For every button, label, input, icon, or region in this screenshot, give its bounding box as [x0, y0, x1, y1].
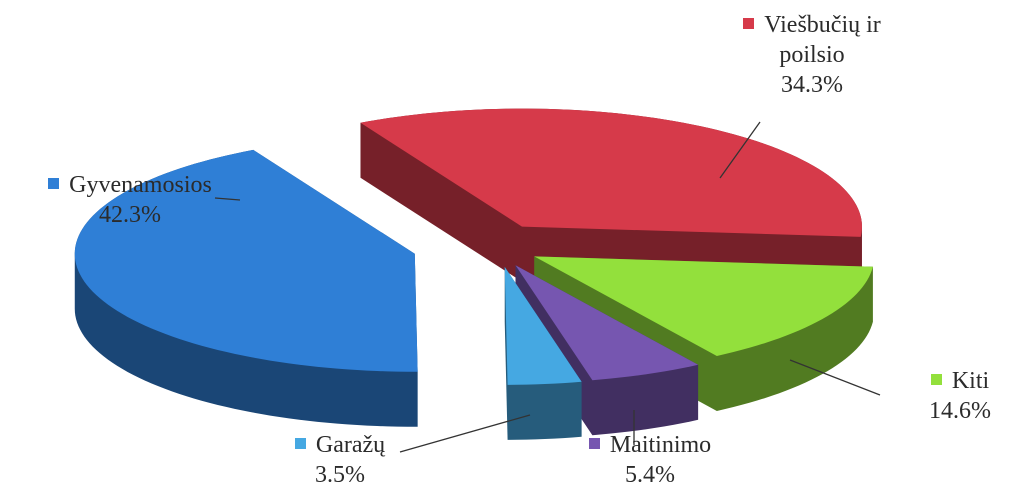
slice	[534, 256, 873, 356]
slice-value: 14.6%	[929, 398, 991, 424]
slice-value: 5.4%	[625, 462, 675, 488]
slice-label: Viešbučių ir poilsio 34.3%	[737, 10, 887, 100]
slice	[360, 108, 862, 237]
slice-value: 3.5%	[315, 462, 365, 488]
legend-swatch	[588, 438, 600, 449]
legend-swatch	[743, 18, 755, 29]
slice-title: Maitinimo	[540, 430, 760, 460]
slice-label: Maitinimo 5.4%	[540, 430, 760, 490]
slice-name: Maitinimo	[609, 432, 712, 458]
legend-swatch	[294, 438, 306, 449]
legend-swatch	[930, 374, 942, 385]
leader-line	[719, 121, 761, 179]
slice-name: Garažų	[315, 432, 386, 458]
slice-name: Kiti	[951, 368, 990, 394]
slice-label: Gyvenamosios 42.3%	[10, 170, 250, 230]
slice	[504, 266, 582, 385]
slice-name: Gyvenamosios	[69, 172, 212, 198]
leader-line	[399, 414, 531, 453]
slice	[74, 149, 418, 372]
slice-title: Kiti	[900, 366, 1010, 396]
slice-value: 34.3%	[781, 72, 843, 98]
leader-line	[214, 197, 241, 201]
slice-value: 42.3%	[99, 202, 161, 228]
slice-label: Kiti 14.6%	[900, 366, 1010, 426]
slice-title: Garažų	[240, 430, 440, 460]
slice-title: Gyvenamosios	[10, 170, 250, 200]
leader-line	[789, 359, 881, 396]
slice	[515, 265, 699, 381]
legend-swatch	[48, 178, 60, 189]
slice-name: Viešbučių ir poilsio	[764, 12, 881, 68]
slice-title: Viešbučių ir poilsio	[737, 10, 887, 70]
slice-label: Garažų 3.5%	[240, 430, 440, 490]
